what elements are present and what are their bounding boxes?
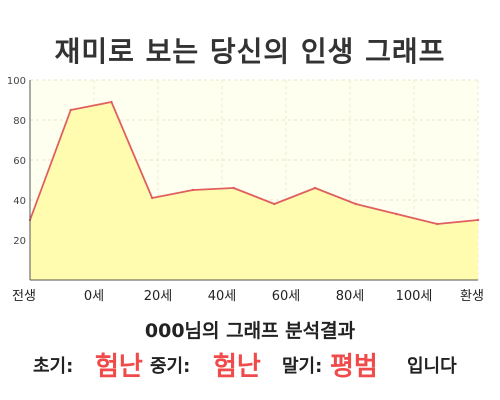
data-point	[273, 202, 276, 206]
result-row: 초기: 험난 중기: 험난 말기: 평범 입니다	[0, 346, 500, 382]
chart-title: 재미로 보는 당신의 인생 그래프	[54, 35, 446, 68]
x-tick-label: 60세	[272, 289, 301, 304]
data-point	[232, 186, 235, 190]
x-tick-label: 전생	[12, 289, 36, 304]
early-value: 험난	[95, 352, 143, 382]
y-tick-label: 60	[13, 156, 26, 167]
y-tick-label: 20	[13, 236, 26, 247]
data-point	[476, 218, 480, 222]
analysis-summary: 000님의 그래프 분석결과	[0, 316, 500, 343]
data-point	[150, 196, 154, 200]
x-tick-label: 0세	[84, 289, 104, 304]
person-name: 000	[144, 320, 185, 342]
x-tick-label: 100세	[396, 289, 433, 304]
y-tick-label: 100	[7, 76, 26, 87]
data-point	[191, 188, 195, 192]
mid-label: 중기:	[150, 356, 191, 377]
life-graph-chart: 20 40 60 80 100 전생 0세 20세 40세 60세 80세 100세 환생	[0, 70, 500, 310]
x-tick-label: 40세	[208, 289, 237, 304]
late-value: 평범	[330, 352, 378, 382]
data-point	[110, 100, 113, 104]
x-tick-label: 80세	[336, 289, 365, 304]
early-label: 초기:	[33, 356, 74, 377]
x-tick-label: 환생	[460, 289, 484, 304]
data-point	[354, 202, 358, 206]
series-line	[29, 101, 479, 225]
area-fill	[30, 102, 478, 280]
summary-text: 님의 그래프 분석결과	[184, 320, 356, 342]
data-point	[313, 186, 317, 190]
data-point	[436, 222, 439, 226]
x-tick-label: 20세	[144, 289, 173, 304]
data-point	[395, 212, 398, 216]
y-tick-label: 40	[13, 196, 26, 207]
late-label: 말기:	[282, 356, 323, 377]
y-tick-label: 80	[13, 116, 26, 127]
data-point	[69, 108, 72, 112]
ending-text: 입니다	[407, 356, 457, 377]
mid-value: 험난	[213, 352, 261, 382]
